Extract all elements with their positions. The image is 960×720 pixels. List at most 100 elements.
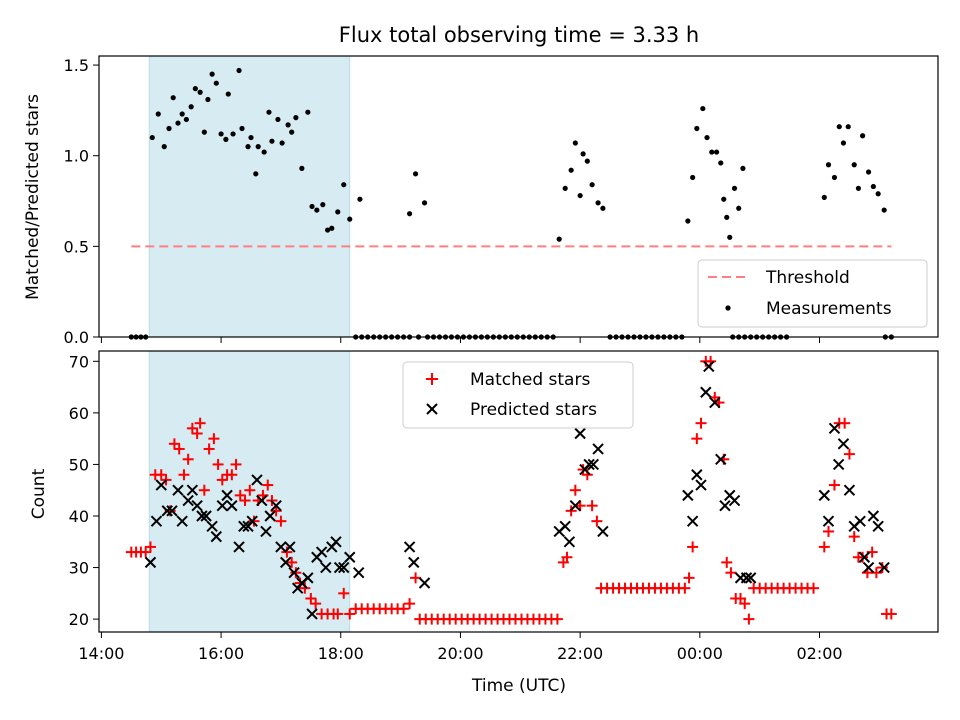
- matched-star-marker: [281, 546, 293, 558]
- matched-star-marker: [234, 489, 246, 501]
- predicted-star-marker: [587, 458, 600, 471]
- measurement-point: [556, 236, 562, 242]
- chart-title: Flux total observing time = 3.33 h: [339, 23, 699, 47]
- predicted-star-d2: [862, 561, 875, 574]
- y-tick-label: 1.5: [64, 56, 89, 75]
- predicted-star-d2: [284, 541, 296, 553]
- predicted-star-d2: [196, 510, 208, 522]
- predicted-star-d2: [306, 608, 318, 620]
- predicted-star-d2: [191, 499, 203, 512]
- predicted-star-marker: [246, 515, 258, 527]
- matched-star-marker: [270, 505, 282, 517]
- predicted-star-d2: [832, 458, 845, 471]
- matched-star-marker: [290, 567, 302, 579]
- measurement-point: [740, 165, 746, 171]
- measurement-point: [335, 209, 341, 215]
- measurement-point: [595, 200, 601, 206]
- bottom-legend: Matched stars Predicted stars: [402, 361, 634, 429]
- predicted-star-d2: [275, 541, 287, 553]
- matched-star-marker: [208, 433, 220, 445]
- predicted-star-marker: [822, 515, 835, 527]
- measurement-point: [568, 167, 574, 173]
- measurement-point: [245, 144, 251, 150]
- x-tick-label: 00:00: [677, 644, 723, 663]
- predicted-star-marker: [172, 484, 184, 496]
- matched-star-marker: [410, 572, 422, 584]
- matched-star-marker: [843, 448, 855, 460]
- predicted-star-d2: [353, 566, 365, 579]
- predicted-star-d2: [818, 489, 831, 502]
- x-tick-label: 16:00: [198, 644, 244, 663]
- predicted-star-d2: [256, 494, 268, 507]
- predicted-star-d2: [858, 551, 871, 563]
- predicted-star-marker: [200, 510, 212, 522]
- measurement-point: [197, 89, 203, 95]
- measurement-point: [192, 86, 198, 92]
- predicted-star-marker: [574, 427, 586, 440]
- predicted-star-d2: [344, 551, 356, 563]
- matched-star-marker: [262, 479, 274, 491]
- measurement-point: [831, 174, 838, 181]
- observing-window-shade: [148, 55, 351, 338]
- measurement-point: [721, 196, 727, 202]
- predicted-star-d2: [837, 438, 850, 450]
- predicted-star-d2: [246, 515, 258, 527]
- predicted-star-marker: [191, 499, 203, 512]
- measurement-point: [230, 131, 236, 137]
- matched-star-marker: [239, 495, 251, 507]
- predicted-star-marker: [597, 525, 609, 538]
- measurement-point: [825, 162, 832, 168]
- measurement-point: [421, 200, 428, 206]
- predicted-star-marker: [719, 499, 731, 512]
- measurement-point: [724, 214, 730, 220]
- measurement-point: [223, 136, 229, 142]
- matched-star-marker: [168, 438, 180, 450]
- predicted-star-marker: [161, 505, 173, 517]
- legend-box: [697, 259, 928, 328]
- matched-star-marker: [822, 525, 834, 537]
- measurement-point: [412, 171, 419, 177]
- predicted-star-d2: [338, 561, 350, 574]
- matched-star-marker: [226, 469, 238, 481]
- y-tick-label: 50: [69, 455, 89, 474]
- measurement-point: [299, 165, 305, 171]
- predicted-star-d2: [210, 530, 222, 543]
- measurement-point: [175, 120, 181, 126]
- top-panel: Flux total observing time = 3.33 h 0.00.…: [23, 23, 939, 347]
- predicted-star-d2: [270, 499, 282, 512]
- predicted-star-marker: [144, 556, 157, 569]
- predicted-star-marker: [216, 499, 228, 512]
- measurement-point: [305, 109, 311, 115]
- predicted-star-marker: [196, 510, 208, 522]
- predicted-star-d2: [216, 499, 228, 512]
- predicted-star-marker: [832, 458, 845, 471]
- measurement-point: [727, 234, 733, 240]
- predicted-star-d2: [563, 536, 576, 548]
- measurement-point: [266, 109, 272, 115]
- measurement-point: [225, 91, 231, 97]
- measurement-point: [293, 115, 299, 121]
- matched-star-marker: [695, 417, 707, 429]
- matched-star-marker: [244, 484, 256, 496]
- predicted-star-d2: [587, 458, 600, 471]
- predicted-star-d2: [161, 505, 173, 517]
- matched-star-marker: [591, 515, 603, 527]
- predicted-star-marker: [182, 494, 194, 507]
- predicted-star-marker: [288, 566, 300, 579]
- measurement-point: [718, 160, 724, 166]
- predicted-star-marker: [837, 438, 850, 450]
- measurement-point: [700, 105, 706, 112]
- x-tick-label: 18:00: [318, 644, 364, 663]
- predicted-star-d2: [233, 541, 245, 553]
- measurement-point: [859, 133, 866, 139]
- measurement-point: [685, 218, 691, 224]
- matched-star-marker: [191, 427, 203, 439]
- predicted-star-marker: [280, 556, 292, 569]
- measurement-point: [580, 151, 586, 157]
- measurement-point: [836, 124, 842, 130]
- predicted-star-marker: [709, 396, 721, 409]
- measurement-point: [325, 227, 331, 233]
- matched-star-marker: [876, 562, 888, 574]
- matched-star-marker: [310, 598, 322, 610]
- measurement-point: [149, 134, 155, 141]
